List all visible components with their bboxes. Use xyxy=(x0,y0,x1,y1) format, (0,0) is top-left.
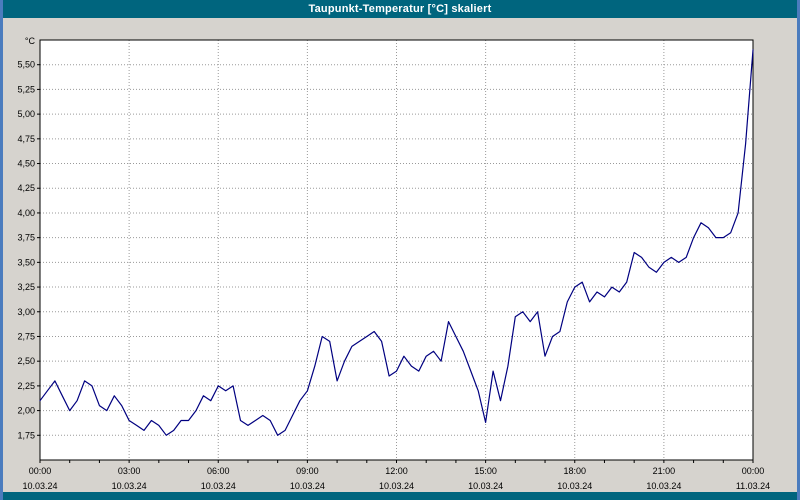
y-tick-label: 3,50 xyxy=(17,257,35,267)
y-tick-label: 3,00 xyxy=(17,307,35,317)
y-tick-label: 4,25 xyxy=(17,183,35,193)
x-date-label: 10.03.24 xyxy=(112,481,147,491)
x-tick-label: 00:00 xyxy=(742,466,765,476)
x-date-label: 10.03.24 xyxy=(379,481,414,491)
y-tick-label: 3,25 xyxy=(17,282,35,292)
bottom-bar xyxy=(3,492,797,500)
x-date-label: 10.03.24 xyxy=(468,481,503,491)
data-line xyxy=(39,49,754,436)
y-tick-label: 5,50 xyxy=(17,60,35,70)
y-tick-label: 2,25 xyxy=(17,381,35,391)
y-axis-unit-label: °C xyxy=(25,36,36,46)
x-tick-label: 09:00 xyxy=(296,466,319,476)
y-tick-label: 4,75 xyxy=(17,134,35,144)
x-date-label: 10.03.24 xyxy=(557,481,592,491)
x-tick-label: 15:00 xyxy=(474,466,497,476)
chart-area: 1,75 2,00 2,25 2,50 2,75 3,00 3,25 3,50 3,75 4,00… xyxy=(3,18,797,492)
chart-title: Taupunkt-Temperatur [°C] skaliert xyxy=(308,3,492,15)
y-tick-label: 1,75 xyxy=(17,430,35,440)
title-bar: Taupunkt-Temperatur [°C] skaliert xyxy=(3,0,797,18)
x-tick-label: 12:00 xyxy=(385,466,408,476)
plot-border xyxy=(39,39,754,461)
y-tick-label: 2,00 xyxy=(17,406,35,416)
chart-canvas: 1,75 2,00 2,25 2,50 2,75 3,00 3,25 3,50 3,75 4,00… xyxy=(17,36,770,491)
x-date-label: 10.03.24 xyxy=(22,481,57,491)
x-date-label: 11.03.24 xyxy=(736,481,770,491)
y-tick-label: 2,75 xyxy=(17,331,35,341)
y-tick-label: 5,25 xyxy=(17,84,35,94)
x-tick-label: 18:00 xyxy=(563,466,586,476)
x-tick-label: 00:00 xyxy=(29,466,52,476)
y-tick-label: 2,50 xyxy=(17,356,35,366)
x-date-label: 10.03.24 xyxy=(201,481,236,491)
x-tick-label: 06:00 xyxy=(207,466,230,476)
x-date-label: 10.03.24 xyxy=(290,481,325,491)
y-tick-label: 3,75 xyxy=(17,233,35,243)
y-tick-label: 4,50 xyxy=(17,159,35,169)
x-tick-label: 03:00 xyxy=(118,466,141,476)
y-tick-label: 4,00 xyxy=(17,208,35,218)
y-tick-label: 5,00 xyxy=(17,109,35,119)
x-tick-label: 21:00 xyxy=(653,466,676,476)
x-date-label: 10.03.24 xyxy=(646,481,681,491)
